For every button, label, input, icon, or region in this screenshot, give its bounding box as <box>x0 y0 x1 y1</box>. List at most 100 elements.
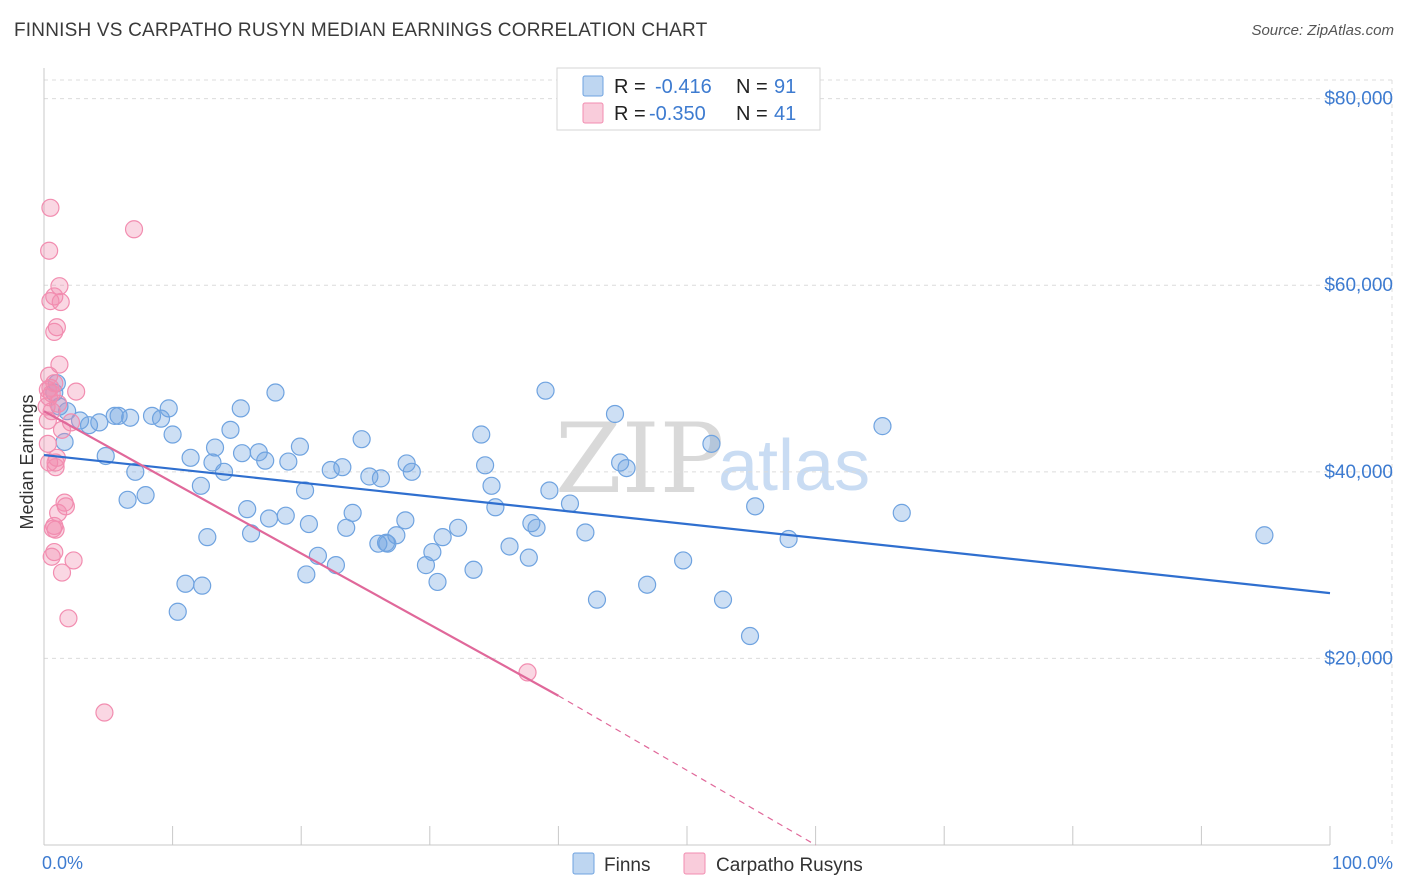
finns-point <box>321 460 340 480</box>
finns-point <box>536 381 555 400</box>
finns-point <box>221 420 240 439</box>
finns-point <box>472 425 491 444</box>
finns-point <box>605 404 625 424</box>
finns-point <box>105 406 124 425</box>
finns-point <box>713 590 733 609</box>
legend-finns-n-value: 91 <box>774 76 796 98</box>
finns-point <box>79 416 99 435</box>
rusyns-trend-line <box>43 410 559 697</box>
y-tick-label: $80,000 <box>1324 89 1393 110</box>
y-axis-label: Median Earnings <box>17 394 37 529</box>
finns-point <box>674 551 693 570</box>
y-tick-label: $20,000 <box>1324 648 1393 669</box>
finns-point <box>376 533 396 552</box>
finns-point <box>163 425 182 444</box>
rusyns-point <box>124 220 144 239</box>
finns-point <box>176 574 195 593</box>
rusyns-point <box>52 563 72 582</box>
finns-point <box>136 486 155 505</box>
finns-point <box>500 537 519 556</box>
chart-title: FINNISH VS CARPATHO RUSYN MEDIAN EARNING… <box>14 20 708 41</box>
finns-point <box>259 509 279 528</box>
finns-point <box>266 383 285 402</box>
rusyns-point <box>45 322 64 341</box>
legend-rusyns-r-label: R = <box>614 103 646 125</box>
finns-point <box>482 476 501 495</box>
source-label: Source: ZipAtlas.com <box>1251 22 1394 39</box>
finns-point <box>198 528 217 547</box>
rusyns-point <box>49 394 68 413</box>
legend-finns-r-label: R = <box>614 76 646 98</box>
finns-point <box>352 430 371 449</box>
watermark-atlas: atlas <box>718 426 870 506</box>
finns-point <box>151 409 171 428</box>
finns-point <box>168 602 187 621</box>
bottom-legend-swatch-rusyns <box>683 852 706 875</box>
finns-point <box>448 518 468 537</box>
legend-finns-n-label: N = <box>736 76 768 98</box>
rusyns-point <box>64 551 83 570</box>
x-tick-labels: 0.0% 100.0% <box>42 853 1393 873</box>
finns-point <box>428 572 447 592</box>
top-legend: R = -0.416 N = 91 R = -0.350 N = 41 <box>556 67 821 131</box>
finns-point <box>519 548 538 567</box>
finns-point <box>587 590 607 609</box>
rusyns-point <box>50 277 69 296</box>
finns-point <box>159 399 178 418</box>
watermark: ZIP atlas <box>555 403 870 515</box>
finns-point <box>464 560 483 579</box>
finns-point <box>126 462 145 481</box>
finns-point <box>181 448 200 467</box>
legend-rusyns-n-label: N = <box>736 103 768 125</box>
rusyns-point <box>95 703 114 722</box>
rusyns-point <box>46 453 65 472</box>
legend-swatch-finns <box>582 75 604 97</box>
finns-point <box>371 469 391 488</box>
finns-point <box>360 467 379 486</box>
finns-point <box>378 534 397 553</box>
finns-point <box>527 518 546 537</box>
finns-point <box>617 458 636 478</box>
finns-point <box>121 408 140 427</box>
rusyns-point <box>40 241 59 260</box>
bottom-legend-swatch-finns <box>572 852 595 875</box>
finns-point <box>326 556 346 575</box>
rusyns-point <box>46 458 65 477</box>
finns-point <box>540 481 559 500</box>
legend-rusyns-r-value: -0.350 <box>649 103 706 125</box>
finns-point <box>297 565 316 584</box>
bottom-legend-finns: Finns <box>604 855 650 876</box>
finns-point <box>276 506 295 525</box>
finns-point <box>299 514 319 534</box>
legend-finns-r-value: -0.416 <box>655 76 712 98</box>
finns-point <box>191 476 210 495</box>
finns-trend-line <box>43 453 1331 595</box>
rusyns-trend-extension <box>558 695 816 846</box>
rusyns-point <box>41 292 60 311</box>
finns-point <box>576 523 595 542</box>
legend-box <box>556 67 821 131</box>
finns-point <box>238 500 257 519</box>
rusyns-point <box>50 355 69 374</box>
finns-point <box>740 626 760 646</box>
finns-point <box>638 575 657 594</box>
finns-point <box>433 528 452 547</box>
finns-point <box>702 434 721 453</box>
legend-rusyns-n-value: 41 <box>774 103 796 125</box>
finns-point <box>343 503 362 522</box>
rusyns-point <box>46 520 65 539</box>
finns-point <box>486 498 505 517</box>
finns-point <box>423 542 442 562</box>
finns-point <box>779 529 798 549</box>
finns-point <box>205 438 225 457</box>
y-tick-labels: $20,000 $40,000 $60,000 $80,000 <box>1324 89 1393 670</box>
finns-point <box>256 451 275 470</box>
legend-swatch-rusyns <box>582 102 604 124</box>
finns-point <box>241 524 261 543</box>
finns-point <box>290 437 310 456</box>
finns-point <box>193 576 212 595</box>
finns-point <box>333 458 352 477</box>
finns-point <box>1255 526 1274 545</box>
x-tick-label: 100.0% <box>1332 853 1393 873</box>
